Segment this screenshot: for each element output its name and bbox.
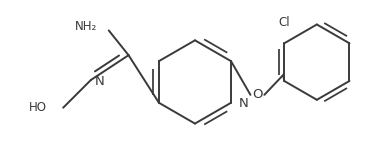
Text: Cl: Cl: [279, 16, 290, 29]
Text: NH₂: NH₂: [75, 20, 97, 33]
Text: HO: HO: [29, 101, 47, 114]
Text: N: N: [239, 97, 249, 110]
Text: O: O: [252, 88, 263, 101]
Text: N: N: [95, 75, 105, 88]
